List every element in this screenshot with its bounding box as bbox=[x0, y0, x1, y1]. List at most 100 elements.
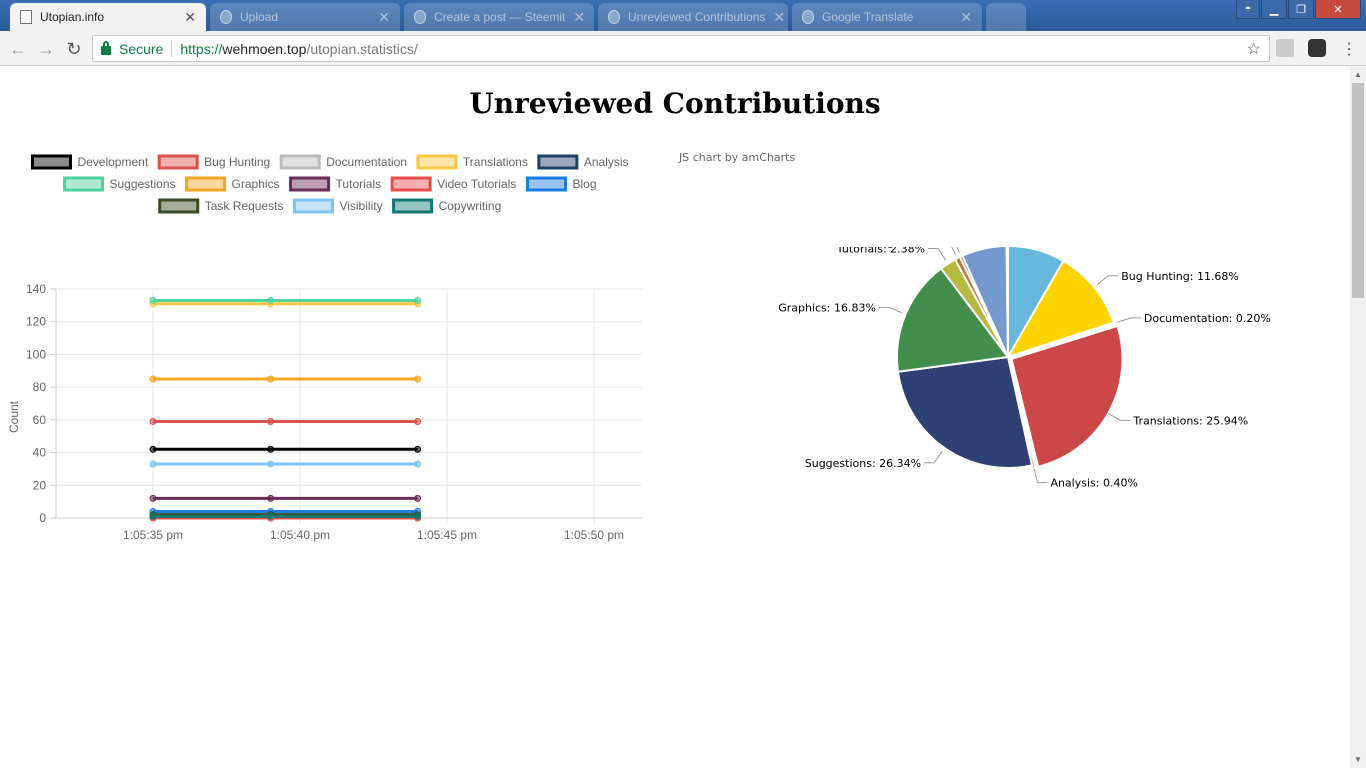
data-point[interactable] bbox=[414, 460, 422, 468]
data-point[interactable] bbox=[267, 296, 275, 304]
leader-line bbox=[951, 247, 957, 255]
series-suggestions bbox=[149, 296, 422, 304]
back-icon[interactable]: ← bbox=[9, 38, 27, 59]
legend-item-analysis[interactable]: Analysis bbox=[537, 154, 629, 170]
legend-item-translations[interactable]: Translations bbox=[416, 154, 528, 170]
legend-item-bug-hunting[interactable]: Bug Hunting bbox=[157, 154, 270, 170]
data-point[interactable] bbox=[414, 296, 422, 304]
address-bar[interactable]: Secure https://wehmoen.top/utopian.stati… bbox=[92, 35, 1270, 62]
amcharts-credit[interactable]: JS chart by amCharts bbox=[679, 151, 796, 164]
page-icon bbox=[20, 10, 32, 24]
legend-label: Analysis bbox=[584, 155, 629, 169]
menu-icon[interactable]: ⋮ bbox=[1341, 41, 1357, 58]
divider bbox=[171, 40, 173, 57]
x-tick-label: 1:05:35 pm bbox=[123, 528, 183, 542]
leader-line bbox=[1097, 275, 1119, 285]
legend-item-video-tutorials[interactable]: Video Tutorials bbox=[390, 176, 516, 192]
close-window-icon[interactable]: ✕ bbox=[1315, 0, 1361, 19]
close-tab-icon[interactable]: ✕ bbox=[960, 8, 972, 25]
tab-upload[interactable]: Upload ✕ bbox=[210, 3, 400, 31]
legend-item-blog[interactable]: Blog bbox=[525, 176, 597, 192]
data-point[interactable] bbox=[267, 417, 275, 425]
data-point[interactable] bbox=[414, 512, 422, 520]
close-tab-icon[interactable]: ✕ bbox=[184, 8, 196, 25]
pie-slice-graphics[interactable] bbox=[896, 267, 1010, 373]
data-point[interactable] bbox=[149, 417, 157, 425]
pie-label-item: Tutorials: 2.38% bbox=[836, 247, 947, 261]
data-point[interactable] bbox=[149, 375, 157, 383]
pie-label-item: Analysis: 0.40% bbox=[1033, 468, 1138, 490]
legend-label: Development bbox=[77, 155, 148, 169]
data-point[interactable] bbox=[149, 460, 157, 468]
pie-label: Blog: 0.79% bbox=[870, 247, 936, 249]
restore-icon[interactable]: ❐ bbox=[1288, 0, 1314, 19]
data-point[interactable] bbox=[149, 445, 157, 453]
y-tick-label: 20 bbox=[33, 478, 47, 492]
close-tab-icon[interactable]: ✕ bbox=[773, 8, 786, 25]
legend-label: Translations bbox=[463, 155, 528, 169]
close-tab-icon[interactable]: ✕ bbox=[573, 8, 586, 25]
page-icon bbox=[414, 10, 426, 24]
series-visibility bbox=[149, 460, 422, 468]
tab-title: Upload bbox=[240, 10, 279, 24]
data-point[interactable] bbox=[267, 460, 275, 468]
forward-icon[interactable]: → bbox=[37, 38, 55, 59]
data-point[interactable] bbox=[414, 494, 422, 502]
vertical-scrollbar[interactable]: ▲ ▼ bbox=[1350, 67, 1366, 768]
legend-item-tutorials[interactable]: Tutorials bbox=[289, 176, 382, 192]
legend-item-graphics[interactable]: Graphics bbox=[185, 176, 280, 192]
legend-item-visibility[interactable]: Visibility bbox=[292, 198, 383, 214]
data-point[interactable] bbox=[149, 512, 157, 520]
legend-item-documentation[interactable]: Documentation bbox=[279, 154, 407, 170]
leader-line bbox=[924, 450, 943, 464]
tab-unreviewed[interactable]: Unreviewed Contributions ✕ bbox=[598, 3, 788, 31]
legend-swatch bbox=[537, 154, 579, 170]
x-tick-label: 1:05:45 pm bbox=[417, 528, 477, 542]
data-point[interactable] bbox=[267, 375, 275, 383]
lock-icon bbox=[101, 41, 111, 55]
data-point[interactable] bbox=[414, 445, 422, 453]
tab-steemit[interactable]: Create a post — Steemit ✕ bbox=[404, 3, 594, 31]
legend-label: Copywriting bbox=[439, 199, 502, 213]
legend-item-copywriting[interactable]: Copywriting bbox=[392, 198, 502, 214]
tab-utopian[interactable]: Utopian.info ✕ bbox=[10, 3, 206, 31]
data-point[interactable] bbox=[414, 417, 422, 425]
data-point[interactable] bbox=[267, 512, 275, 520]
pdf-extension-icon[interactable] bbox=[1276, 39, 1294, 57]
legend-item-suggestions[interactable]: Suggestions bbox=[62, 176, 176, 192]
close-tab-icon[interactable]: ✕ bbox=[378, 8, 390, 25]
data-point[interactable] bbox=[267, 445, 275, 453]
y-tick-label: 60 bbox=[33, 413, 47, 427]
pie-slice-translations[interactable] bbox=[1010, 324, 1124, 468]
pie-label: Graphics: 16.83% bbox=[778, 301, 876, 314]
tab-translate[interactable]: Google Translate ✕ bbox=[792, 3, 982, 31]
url-scheme: https:// bbox=[180, 40, 223, 57]
reload-icon[interactable]: ↻ bbox=[66, 38, 82, 59]
pie-label-item: Graphics: 16.83% bbox=[778, 301, 903, 314]
minimize-icon[interactable]: ▁ bbox=[1261, 0, 1287, 19]
pie-slice-bug-hunting[interactable] bbox=[1005, 259, 1115, 359]
series-bug-hunting bbox=[149, 417, 422, 425]
bookmark-star-icon[interactable]: ☆ bbox=[1246, 40, 1261, 58]
tab-title: Google Translate bbox=[822, 10, 914, 24]
user-icon[interactable]: ◓ bbox=[1236, 0, 1260, 19]
data-point[interactable] bbox=[149, 296, 157, 304]
y-tick-label: 0 bbox=[39, 511, 46, 525]
new-tab-button[interactable] bbox=[986, 3, 1026, 31]
scroll-thumb[interactable] bbox=[1352, 83, 1364, 298]
pie-slice-suggestions[interactable] bbox=[896, 355, 1034, 469]
pie-slice-copywriting[interactable] bbox=[1005, 247, 1009, 358]
leader-line bbox=[928, 248, 947, 261]
pie-slice-documentation[interactable] bbox=[1007, 321, 1116, 358]
scroll-down-icon[interactable]: ▼ bbox=[1354, 755, 1362, 764]
extension-icon[interactable] bbox=[1308, 39, 1326, 57]
scroll-up-icon[interactable]: ▲ bbox=[1354, 70, 1362, 79]
legend-item-task-requests[interactable]: Task Requests bbox=[158, 198, 284, 214]
page-content: Unreviewed Contributions Development Bug … bbox=[0, 67, 1350, 768]
data-point[interactable] bbox=[414, 375, 422, 383]
secure-indicator[interactable]: Secure bbox=[93, 41, 163, 57]
legend-item-development[interactable]: Development bbox=[30, 154, 149, 170]
data-point[interactable] bbox=[149, 494, 157, 502]
pie-slice-visibility[interactable] bbox=[961, 247, 1009, 358]
data-point[interactable] bbox=[267, 494, 275, 502]
